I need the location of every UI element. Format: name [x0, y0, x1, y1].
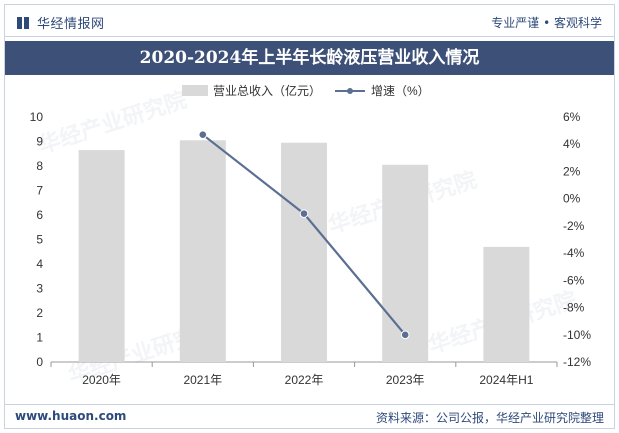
bar — [281, 142, 327, 362]
y-right-tick-label: 0% — [563, 192, 581, 206]
y-left-tick-label: 8 — [36, 159, 43, 173]
footer-source: 资料来源：公司公报，华经产业研究院整理 — [375, 411, 604, 425]
header-bar: 华经情报网 专业严谨 • 客观科学 — [5, 5, 614, 37]
brand-logo-icon — [17, 16, 31, 30]
y-left-tick-label: 2 — [36, 306, 43, 320]
legend-line-label: 增速（%） — [371, 84, 430, 98]
growth-point — [299, 209, 309, 218]
x-tick-label: 2022年 — [285, 373, 324, 387]
x-tick-label: 2021年 — [183, 373, 222, 387]
y-left-tick-label: 6 — [36, 208, 43, 222]
y-left-tick-label: 3 — [36, 282, 43, 296]
y-right-tick-label: -4% — [563, 246, 585, 260]
y-right-tick-label: 6% — [563, 110, 581, 124]
footer-url-link[interactable]: www.huaon.com — [15, 409, 127, 423]
y-left-tick-label: 0 — [36, 355, 43, 369]
x-tick-label: 2024年H1 — [479, 373, 533, 387]
tagline: 专业严谨 • 客观科学 — [491, 16, 602, 30]
chart-frame: 华经情报网 专业严谨 • 客观科学 2020-2024年上半年长龄液压营业收入情… — [4, 4, 615, 429]
x-tick-label: 2023年 — [386, 373, 425, 387]
y-right-tick-label: -12% — [563, 355, 591, 369]
growth-point — [198, 130, 208, 139]
y-right-tick-label: -8% — [563, 301, 585, 315]
x-tick-label: 2020年 — [82, 373, 121, 387]
header-divider — [5, 36, 614, 37]
legend-line-marker — [347, 88, 353, 94]
y-right-tick-label: 4% — [563, 137, 581, 151]
legend-bar-label: 营业总收入（亿元） — [213, 83, 321, 98]
title-bar: 2020-2024年上半年长龄液压营业收入情况 — [5, 41, 614, 75]
y-right-tick-label: 2% — [563, 164, 581, 178]
brand-name: 华经情报网 — [37, 17, 105, 32]
bar — [179, 140, 226, 362]
y-left-tick-label: 5 — [36, 233, 43, 247]
y-left-tick-label: 10 — [30, 110, 44, 124]
y-right-tick-label: -10% — [563, 328, 591, 342]
growth-point — [400, 330, 410, 340]
legend-bar-swatch — [182, 85, 208, 96]
chart-title: 2020-2024年上半年长龄液压营业收入情况 — [139, 48, 480, 68]
footer-bar: www.huaon.com 资料来源：公司公报，华经产业研究院整理 — [5, 404, 614, 428]
brand[interactable]: 华经情报网 — [17, 13, 105, 32]
bar — [382, 164, 429, 362]
y-right-tick-label: -2% — [563, 219, 585, 233]
chart-area: 营业总收入（亿元） 增速（%） 0 1 2 3 4 5 6 7 8 9 10 -12% -10% -8% -6%… — [30, 83, 592, 387]
y-right-tick-label: -6% — [563, 273, 585, 287]
bar — [78, 150, 125, 362]
y-left-tick-label: 4 — [36, 257, 43, 271]
y-left-tick-label: 9 — [36, 135, 43, 149]
y-left-tick-label: 7 — [36, 184, 43, 198]
bar — [483, 246, 530, 362]
y-left-tick-label: 1 — [36, 331, 43, 345]
